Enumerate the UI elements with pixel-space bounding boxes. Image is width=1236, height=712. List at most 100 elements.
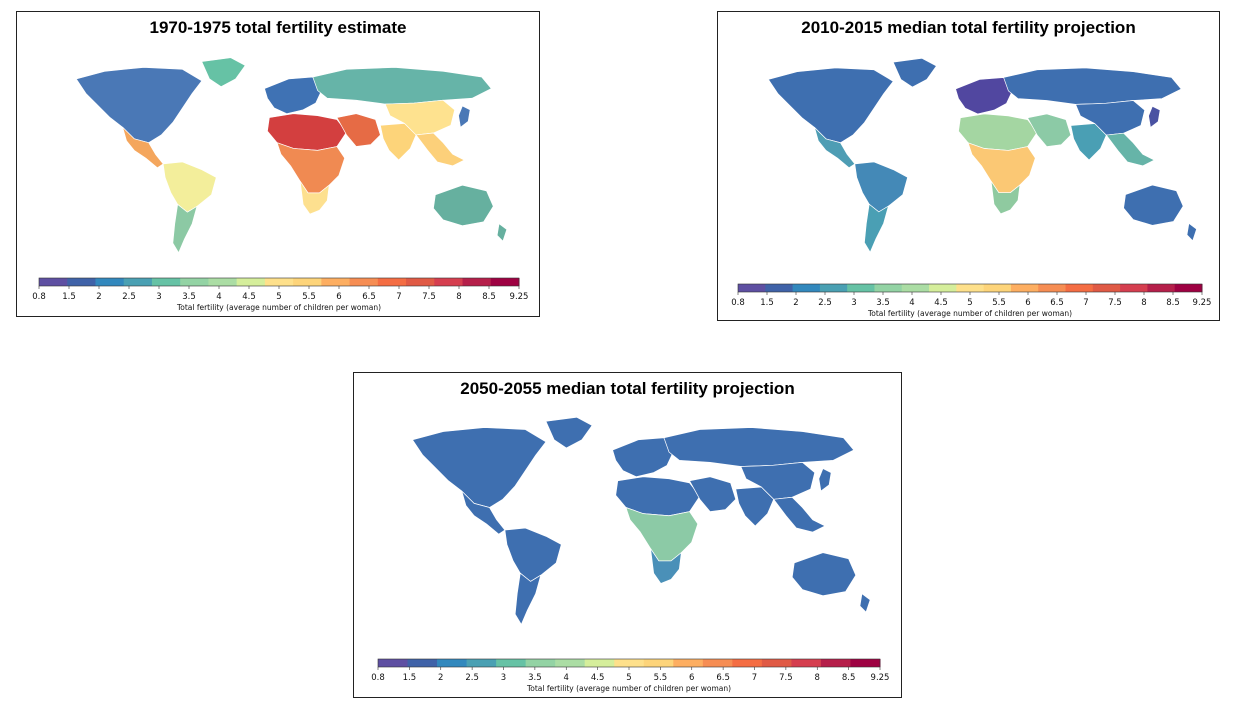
legend-tick-label: 4.5 [934,298,948,308]
legend-swatch [462,278,492,286]
legend-tick-label: 5.5 [302,292,316,302]
legend-swatch [378,659,409,667]
region-australia [433,184,494,227]
legend-tick-label: 6 [1025,298,1030,308]
legend-swatch [956,284,985,292]
region-central-america [461,490,506,535]
region-middle-east [336,113,381,147]
legend-swatch [151,278,181,286]
legend-tick-label: 3 [851,298,856,308]
legend-swatch [1120,284,1148,292]
legend-tick-label: 8 [456,292,461,302]
region-central-america [122,126,164,169]
legend-swatch [95,278,125,286]
region-nz [859,593,871,613]
legend-swatch [847,284,875,292]
legend-tick-label: 4 [909,298,914,308]
region-south-america [162,161,217,213]
legend-swatch [180,278,209,286]
color-legend: 0.8 1.5 2 2.5 3 3.5 4 4.5 5 5.5 6 6.5 7 7.5 8 8.5 9.25 To… [731,283,1211,318]
legend-swatch [349,278,379,286]
legend-tick-label: 3.5 [182,292,196,302]
legend-tick-label: 1.5 [760,298,774,308]
legend-swatch [850,659,881,667]
legend-swatch [761,659,792,667]
legend-swatch [434,278,464,286]
legend-tick-label: 6.5 [716,673,730,683]
world-map [768,57,1197,253]
legend-tick-label: 1.5 [62,292,76,302]
legend-tick-label: 6 [689,673,694,683]
legend-tick-label: 7.5 [422,292,436,302]
legend-tick-label: 7 [1083,298,1088,308]
region-south-america [854,161,908,213]
region-australia [1123,184,1184,226]
legend-title: Total fertility (average number of child… [176,303,381,312]
legend-tick-label: 2 [96,292,101,302]
legend-swatch [1010,284,1039,292]
region-nz [496,223,508,242]
region-australia [791,552,857,597]
legend-tick-label: 1.5 [403,673,417,683]
legend-swatch [1092,284,1121,292]
legend-swatch [929,284,957,292]
legend-swatch [673,659,704,667]
region-china [740,461,816,500]
legend-swatch [1065,284,1094,292]
legend-swatch [738,284,766,292]
legend-tick-label: 6.5 [362,292,376,302]
legend-tick-label: 5.5 [654,673,668,683]
legend-tick-label: 2 [793,298,798,308]
map-panel-1970: 1970-1975 total fertility estimate 0.8 1.… [16,11,540,317]
region-nz [1186,223,1197,242]
region-japan [818,468,832,492]
legend-tick-label: 7 [396,292,401,302]
region-middle-east [1027,113,1072,147]
legend-swatch [407,659,438,667]
legend-tick-label: 8 [1141,298,1146,308]
region-china [1075,100,1146,136]
panel-title: 2050-2055 median total fertility project… [460,379,795,398]
region-north-america [75,67,203,143]
region-southern-cone [172,204,198,254]
world-map [412,416,871,625]
region-europe [955,77,1014,115]
legend-title: Total fertility (average number of child… [526,684,731,693]
panel-title: 1970-1975 total fertility estimate [149,18,407,37]
region-south-africa [299,180,330,215]
legend-swatch [208,278,238,286]
legend-tick-label: 2.5 [122,292,136,302]
legend-tick-label: 8.5 [1166,298,1180,308]
region-south-america [504,527,562,582]
legend-tick-label: 5 [626,673,631,683]
region-russia [663,427,855,467]
region-europe [264,76,323,115]
region-japan [458,105,471,128]
legend-swatch [983,284,1012,292]
legend-swatch [67,278,96,286]
region-north-america [768,67,894,144]
region-central-america [814,127,856,169]
legend-tick-label: 7 [752,673,757,683]
legend-swatch [584,659,615,667]
region-southern-cone [514,572,542,625]
legend-swatch [490,278,520,286]
legend-swatch [765,284,794,292]
color-legend: 0.8 1.5 2 2.5 3 3.5 4 4.5 5 5.5 6 6.5 7 7.5 8 8.5 9.25 To… [371,658,889,693]
region-se-asia [415,132,465,167]
legend-tick-label: 5 [967,298,972,308]
legend-tick-label: 5 [276,292,281,302]
region-greenland [892,57,937,88]
legend-swatch [732,659,763,667]
legend-tick-label: 3 [501,673,506,683]
legend-swatch [791,659,822,667]
legend-swatch [437,659,468,667]
region-russia [1003,67,1182,105]
legend-tick-label: 4.5 [242,292,256,302]
region-north-america [412,427,547,508]
legend-swatch [792,284,821,292]
legend-swatch [39,278,68,286]
legend-tick-label: 0.8 [731,298,745,308]
region-europe [612,437,675,478]
legend-swatch [1174,284,1203,292]
